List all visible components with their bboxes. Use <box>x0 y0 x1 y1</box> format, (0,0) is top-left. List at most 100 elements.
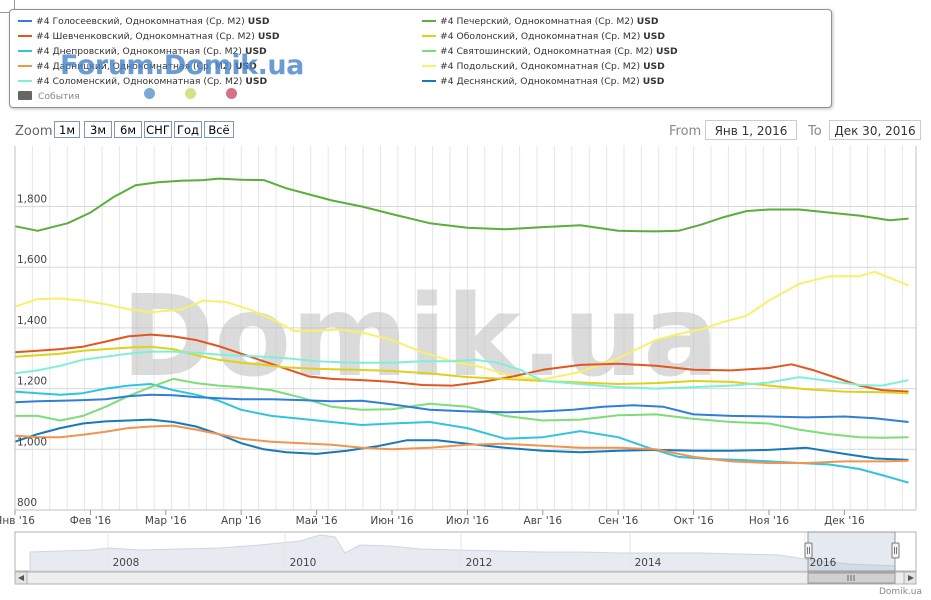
legend-item-unit: USD <box>245 76 268 87</box>
x-tick-label: Окт '16 <box>673 515 714 527</box>
y-tick-label: 1,800 <box>17 194 47 206</box>
legend-item[interactable]: #4 Деснянский, Однокомнатная (Ср. М2) USD <box>422 75 664 89</box>
events-swatch <box>18 91 32 100</box>
y-tick-label: 1,200 <box>17 376 47 388</box>
scroll-right-arrow-icon <box>908 575 914 581</box>
legend-item-events[interactable]: События <box>18 90 80 104</box>
range-from-label: From <box>669 124 702 139</box>
legend-item-unit: USD <box>643 31 665 42</box>
range-to-input[interactable]: Дек 30, 2016 <box>829 120 921 140</box>
x-tick-label: Фев '16 <box>70 515 112 527</box>
series-line <box>14 333 909 393</box>
legend-item[interactable]: #4 Голосеевский, Однокомнатная (Ср. М2) U… <box>18 15 269 29</box>
legend-item[interactable]: #4 Печерский, Однокомнатная (Ср. М2) USD <box>422 15 658 29</box>
watermark-dot <box>185 88 196 99</box>
legend-item-label: #4 Шевченковский, Однокомнатная (Ср. М2) <box>36 31 255 42</box>
legend-item-label: #4 Оболонский, Однокомнатная (Ср. М2) <box>440 31 641 42</box>
navigator-year-label: 2008 <box>113 557 140 569</box>
series-line <box>14 345 909 395</box>
series-line <box>14 350 909 390</box>
x-tick-label: Авг '16 <box>524 515 563 527</box>
series-swatch <box>18 79 32 82</box>
series-group <box>14 177 909 484</box>
legend-item[interactable]: #4 Дарницкий, Однокомнатная (Ср. М2) USD <box>18 60 257 74</box>
x-tick-label: Сен '16 <box>598 515 639 527</box>
legend-item-unit: USD <box>247 16 270 27</box>
legend-item-unit: USD <box>636 16 659 27</box>
navigator-handle[interactable] <box>891 542 900 559</box>
x-tick-label: Июн '16 <box>370 515 413 527</box>
y-tick-label: 1,400 <box>17 315 47 327</box>
legend-events-label: События <box>38 91 80 102</box>
legend-item-label: #4 Деснянский, Однокомнатная (Ср. М2) <box>440 76 640 87</box>
x-tick-label: Ноя '16 <box>749 515 790 527</box>
legend-item-unit: USD <box>235 61 257 72</box>
series-swatch <box>18 34 32 37</box>
zoom-1m-button[interactable]: 1м <box>54 121 80 138</box>
zoom-ytd-button[interactable]: СНГ <box>144 121 172 138</box>
x-tick-label: Дек '16 <box>824 515 865 527</box>
legend-item-label: #4 Соломенский, Однокомнатная (Ср. М2) <box>36 76 243 87</box>
credit-label: Domik.ua <box>879 587 922 597</box>
series-swatch <box>18 64 32 67</box>
navigator-year-label: 2016 <box>810 557 837 569</box>
navigator-year-label: 2010 <box>290 557 317 569</box>
zoom-1y-button[interactable]: Год <box>174 121 202 138</box>
series-line <box>14 424 909 464</box>
y-tick-label: 800 <box>17 497 37 509</box>
series-swatch <box>422 79 436 82</box>
x-tick-label: Май '16 <box>296 515 338 527</box>
series-swatch <box>422 49 436 52</box>
x-tick-label: Янв '16 <box>0 515 35 527</box>
legend-item-label: #4 Печерский, Однокомнатная (Ср. М2) <box>440 16 634 27</box>
legend-item[interactable]: #4 Шевченковский, Однокомнатная (Ср. М2)… <box>18 30 280 44</box>
navigator-handle[interactable] <box>804 542 813 559</box>
series-swatch <box>18 49 32 52</box>
legend-item-label: #4 Дарницкий, Однокомнатная (Ср. М2) <box>36 61 233 72</box>
zoom-label: Zoom <box>15 124 53 139</box>
zoom-6m-button[interactable]: 6м <box>114 121 142 138</box>
series-swatch <box>18 19 32 22</box>
scroll-left-arrow-icon <box>18 575 24 581</box>
navigator-area <box>29 534 896 572</box>
legend-item-label: #4 Подольский, Однокомнатная (Ср. М2) <box>440 61 641 72</box>
y-tick-label: 1,600 <box>17 254 47 266</box>
watermark-dot <box>226 88 237 99</box>
navigator[interactable]: 2008 2010 2012 2014 2016 <box>14 531 917 585</box>
series-line <box>14 418 909 461</box>
legend-item-unit: USD <box>244 46 267 57</box>
x-tick-label: Мар '16 <box>145 515 187 527</box>
series-swatch <box>422 34 436 37</box>
x-tick-label: Июл '16 <box>446 515 489 527</box>
legend-item-label: #4 Святошинский, Однокомнатная (Ср. М2) <box>440 46 653 57</box>
legend-item-label: #4 Днепровский, Однокомнатная (Ср. М2) <box>36 46 242 57</box>
series-line <box>14 383 909 484</box>
navigator-year-label: 2014 <box>635 557 662 569</box>
legend-item-unit: USD <box>655 46 678 57</box>
navigator-year-label: 2012 <box>466 557 493 569</box>
chart-axes: 800 1,000 1,200 1,400 1,600 1,800 Янв '16 Фев '… <box>0 146 917 527</box>
zoom-3m-button[interactable]: 3м <box>84 121 112 138</box>
legend-item-unit: USD <box>643 61 665 72</box>
legend-item[interactable]: #4 Днепровский, Однокомнатная (Ср. М2) US… <box>18 45 267 59</box>
range-to-label: To <box>808 124 822 139</box>
series-line <box>14 177 909 233</box>
zoom-all-button[interactable]: Всё <box>204 121 234 138</box>
domik-watermark: Domik.ua <box>121 272 718 402</box>
legend-item[interactable]: #4 Оболонский, Однокомнатная (Ср. М2) USD <box>422 30 665 44</box>
scrollbar-track[interactable] <box>14 571 917 585</box>
series-line <box>14 270 909 381</box>
legend-item[interactable]: #4 Соломенский, Однокомнатная (Ср. М2) US… <box>18 75 267 89</box>
series-swatch <box>422 19 436 22</box>
legend-item-label: #4 Голосеевский, Однокомнатная (Ср. М2) <box>36 16 245 27</box>
legend-item-unit: USD <box>257 31 280 42</box>
x-tick-label: Апр '16 <box>221 515 262 527</box>
series-swatch <box>422 64 436 67</box>
legend-item[interactable]: #4 Подольский, Однокомнатная (Ср. М2) USD <box>422 60 665 74</box>
range-from-input[interactable]: Янв 1, 2016 <box>705 120 797 140</box>
series-line <box>14 393 909 423</box>
watermark-dot <box>144 88 155 99</box>
y-tick-label: 1,000 <box>17 436 47 448</box>
legend-item[interactable]: #4 Святошинский, Однокомнатная (Ср. М2) U… <box>422 45 678 59</box>
